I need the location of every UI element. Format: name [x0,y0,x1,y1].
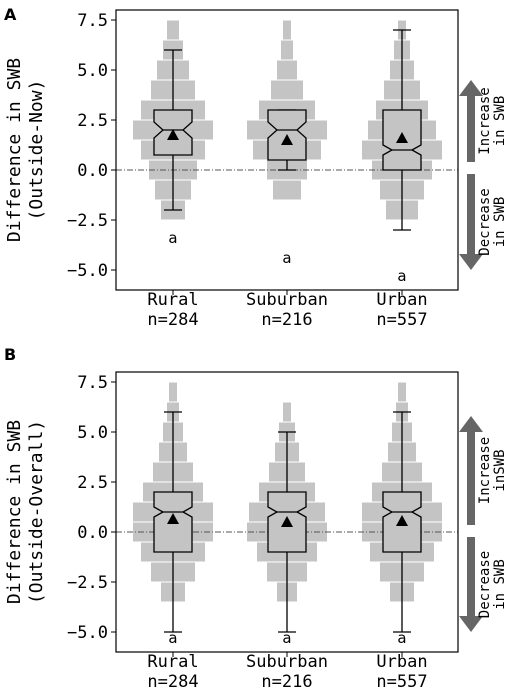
significance-letter: a [168,629,177,647]
y-tick-label: −5.0 [67,623,108,643]
significance-letter: a [168,229,177,247]
hist-bar [167,20,179,40]
x-count-label: n=557 [376,310,427,330]
arrow-label: in SWB [492,559,508,610]
y-tick-label: 7.5 [77,373,108,393]
significance-letter: a [282,249,291,267]
hist-bar [277,60,297,80]
arrow-label: Increase [477,437,493,504]
arrow-head [459,254,483,270]
panel-label: A [4,5,17,24]
y-tick-label: −5.0 [67,261,108,281]
arrow-head [459,616,483,632]
mean-marker [167,129,179,140]
arrow-label: in SWB [492,96,508,147]
arrow-label: Decrease [477,551,493,618]
hist-bar [398,382,406,402]
y-tick-label: 2.5 [77,111,108,131]
y-tick-label: 0.0 [77,523,108,543]
y-tick-label: 0.0 [77,161,108,181]
x-count-label: n=284 [147,310,198,330]
y-tick-label: −2.5 [67,211,108,231]
x-tick-label: Urban [376,652,427,672]
hist-bar [169,382,177,402]
arrow-shaft [467,537,475,616]
mean-marker [396,515,408,526]
arrow-down: Decrease in SWB [459,537,508,632]
hist-bar [271,80,303,100]
hist-bar [283,402,291,422]
arrow-up: Increase in SWB [459,80,508,162]
y-tick-label: 5.0 [77,61,108,81]
x-tick-label: Rural [147,290,198,310]
y-axis-label: Difference in SWB [4,420,25,604]
mean-marker [281,134,293,145]
mean-marker [396,132,408,143]
arrow-head [459,416,483,432]
mean-marker [167,513,179,524]
y-axis-label: (Outside-Now) [26,80,47,221]
arrow-label: inSWB [492,449,508,491]
arrow-shaft [467,174,475,254]
x-tick-label: Rural [147,652,198,672]
box-rural: a [153,49,193,247]
y-tick-label: −2.5 [67,573,108,593]
x-count-label: n=557 [376,672,427,692]
y-tick-label: 2.5 [77,473,108,493]
hist-bar [273,180,301,200]
arrow-label: in SWB [492,197,508,248]
significance-letter: a [282,629,291,647]
significance-letter: a [397,267,406,285]
arrow-up: Increase inSWB [459,416,508,525]
box-urban: a [382,411,422,647]
box-suburban: a [267,431,307,647]
significance-letter: a [397,629,406,647]
x-tick-label: Suburban [246,290,328,310]
y-tick-label: 7.5 [77,11,108,31]
x-tick-label: Urban [376,290,427,310]
x-count-label: n=216 [261,672,312,692]
box-rural: a [153,411,193,647]
hist-bar [283,20,291,40]
arrow-label: Decrease [477,188,493,255]
arrow-head [459,80,483,96]
x-count-label: n=216 [261,310,312,330]
x-tick-label: Suburban [246,652,328,672]
arrow-label: Increase [477,87,493,154]
y-axis-label: (Outside-Overall) [26,420,47,604]
box-suburban: a [267,109,307,267]
x-count-label: n=284 [147,672,198,692]
panel-label: B [4,345,16,364]
y-tick-label: 5.0 [77,423,108,443]
box-urban: a [382,29,422,285]
mean-marker [281,516,293,527]
arrow-down: Decrease in SWB [459,174,508,270]
arrow-shaft [467,96,475,162]
y-axis-label: Difference in SWB [4,58,25,242]
arrow-shaft [467,432,475,525]
hist-bar [281,40,293,60]
